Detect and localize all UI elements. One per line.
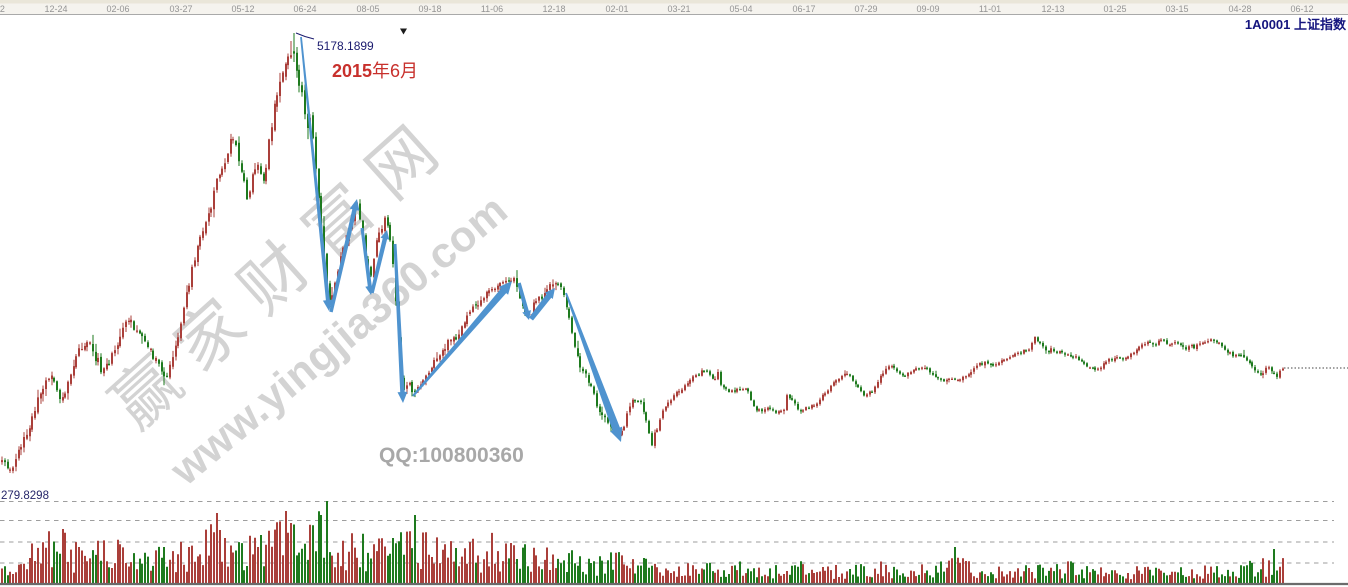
svg-text:12-13: 12-13 [1041, 4, 1064, 14]
svg-text:04-28: 04-28 [1228, 4, 1251, 14]
svg-text:11-12: 11-12 [0, 4, 5, 14]
svg-text:09-09: 09-09 [916, 4, 939, 14]
svg-text:05-12: 05-12 [231, 4, 254, 14]
svg-text:279.8298: 279.8298 [1, 490, 49, 502]
svg-text:12-18: 12-18 [542, 4, 565, 14]
svg-text:12-24: 12-24 [44, 4, 67, 14]
svg-text:03-21: 03-21 [667, 4, 690, 14]
svg-text:08-05: 08-05 [356, 4, 379, 14]
svg-text:06-24: 06-24 [293, 4, 316, 14]
svg-text:QQ:100800360: QQ:100800360 [379, 444, 524, 467]
svg-text:02-01: 02-01 [605, 4, 628, 14]
svg-text:02-06: 02-06 [106, 4, 129, 14]
svg-text:05-04: 05-04 [729, 4, 752, 14]
svg-text:06-12: 06-12 [1290, 4, 1313, 14]
svg-text:5178.1899: 5178.1899 [317, 39, 374, 53]
svg-text:01-25: 01-25 [1103, 4, 1126, 14]
svg-text:03-15: 03-15 [1165, 4, 1188, 14]
svg-text:09-18: 09-18 [418, 4, 441, 14]
svg-text:2015年6月: 2015年6月 [332, 61, 418, 81]
svg-text:07-29: 07-29 [854, 4, 877, 14]
svg-text:11-01: 11-01 [979, 4, 1001, 14]
svg-text:03-27: 03-27 [169, 4, 192, 14]
svg-text:06-17: 06-17 [792, 4, 815, 14]
svg-text:1A0001 上证指数: 1A0001 上证指数 [1245, 17, 1347, 32]
svg-text:11-06: 11-06 [481, 4, 503, 14]
